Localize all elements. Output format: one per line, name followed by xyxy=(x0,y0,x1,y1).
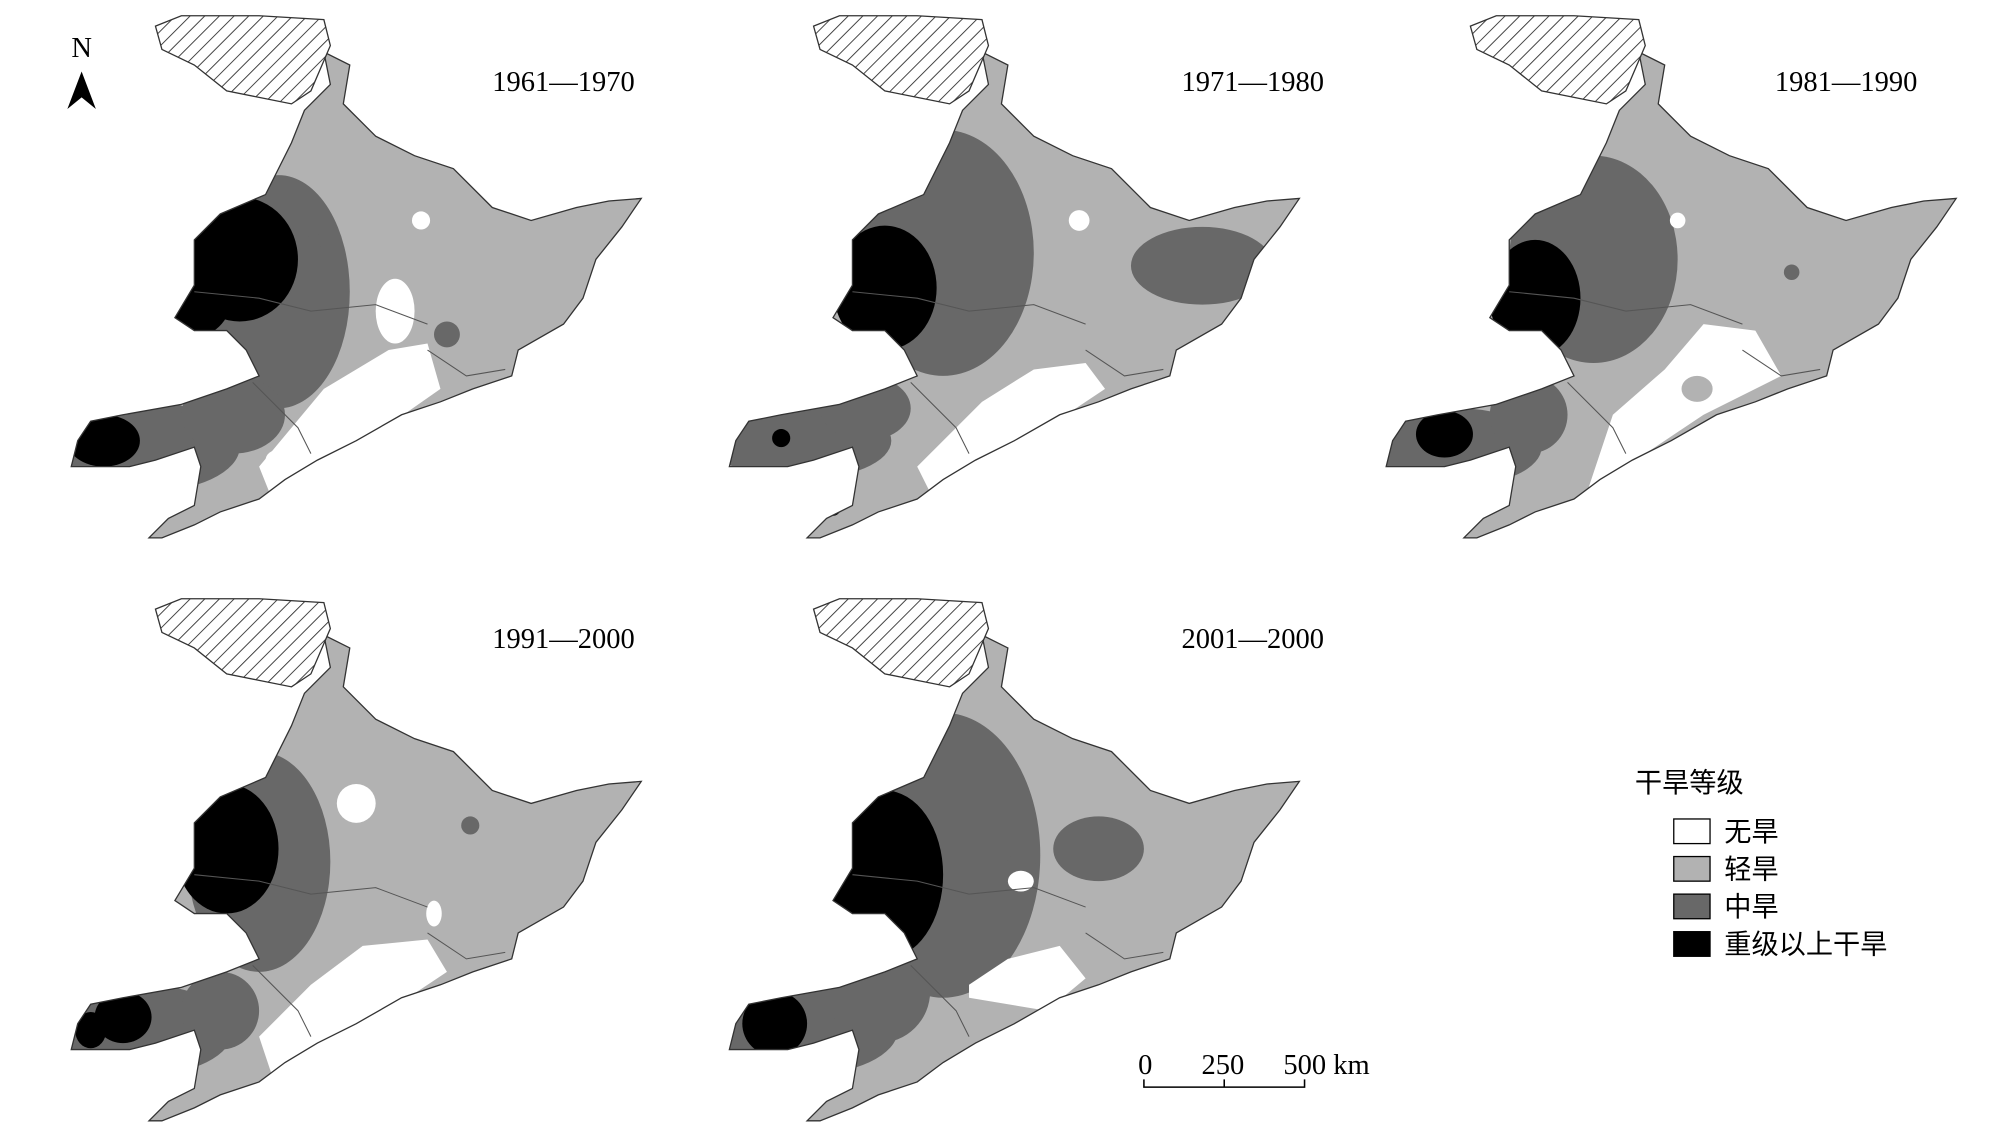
drought-zone xyxy=(411,211,431,230)
zone-base xyxy=(71,635,642,1121)
excluded-area xyxy=(1469,15,1646,105)
legend-label: 中旱 xyxy=(1724,892,1778,923)
drought-zone xyxy=(433,321,460,348)
province-border xyxy=(852,291,1164,454)
panel-label: 1991—2000 xyxy=(492,624,635,655)
north-arrow-icon xyxy=(67,71,96,110)
drought-zone xyxy=(259,939,447,1076)
panel-label: 2001—2000 xyxy=(1181,624,1324,655)
drought-zone xyxy=(265,449,292,471)
region-outline xyxy=(1385,50,1958,539)
drought-zone xyxy=(94,991,152,1044)
legend-swatch xyxy=(1673,818,1711,845)
legend-swatch xyxy=(1673,855,1711,882)
scale-line xyxy=(1143,1079,1306,1088)
drought-zone xyxy=(1068,210,1090,231)
drought-zone xyxy=(461,816,480,835)
drought-zone xyxy=(1489,375,1568,454)
province-border xyxy=(194,874,506,1037)
scale-label: 0 xyxy=(1138,1050,1152,1081)
north-label: N xyxy=(71,33,92,64)
province-border xyxy=(852,874,1164,1037)
drought-zone xyxy=(1586,324,1782,493)
drought-zone xyxy=(75,1011,107,1049)
drought-zone xyxy=(1681,375,1713,402)
legend-swatch xyxy=(1673,931,1711,957)
region-outline xyxy=(70,50,643,539)
province-border xyxy=(1509,291,1821,454)
drought-zone xyxy=(742,991,808,1057)
legend-swatch xyxy=(1673,893,1711,920)
panel-label: 1971—1980 xyxy=(1181,67,1324,98)
drought-zone xyxy=(307,233,323,249)
drought-zone xyxy=(917,362,1106,493)
excluded-area xyxy=(154,15,332,105)
panel-label: 1981—1990 xyxy=(1775,67,1918,98)
province-border xyxy=(194,291,506,454)
drought-zone xyxy=(1415,410,1473,458)
scale-bar: 0 250 500 km xyxy=(1138,1050,1370,1088)
drought-zone xyxy=(772,429,791,448)
drought-zone xyxy=(1489,239,1581,357)
drought-zones xyxy=(71,635,642,1121)
excluded-area xyxy=(154,598,332,688)
drought-zone xyxy=(181,375,286,454)
legend-title: 干旱等级 xyxy=(1635,768,1744,799)
map-panel xyxy=(70,598,643,1122)
drought-zone xyxy=(259,343,441,499)
drought-zone xyxy=(336,783,376,823)
legend-label: 无旱 xyxy=(1724,817,1778,848)
drought-zone xyxy=(832,225,937,351)
excluded-area xyxy=(812,15,990,105)
drought-zone xyxy=(1783,264,1800,281)
legend-label: 重级以上干旱 xyxy=(1724,930,1887,961)
drought-zone xyxy=(969,945,1086,1011)
scale-label: 500 km xyxy=(1283,1050,1369,1081)
drought-zone xyxy=(1053,816,1144,882)
region-outline xyxy=(728,50,1301,539)
drought-zone xyxy=(1669,212,1686,229)
drought-zone xyxy=(181,971,260,1050)
region-outline xyxy=(70,633,643,1122)
panel-label: 1961—1970 xyxy=(492,67,635,98)
excluded-area xyxy=(812,598,990,688)
drought-zone xyxy=(1498,208,1520,233)
drought-zone xyxy=(826,790,944,959)
region-outline xyxy=(728,633,1301,1122)
drought-zone xyxy=(375,278,415,344)
drought-zone xyxy=(820,375,911,441)
drought-zone xyxy=(1007,870,1034,892)
drought-zone xyxy=(426,900,442,927)
drought-zone xyxy=(1130,226,1274,305)
north-arrow: N xyxy=(67,33,96,110)
drought-zone xyxy=(825,500,841,516)
drought-zone xyxy=(221,846,240,865)
legend-label: 轻旱 xyxy=(1724,855,1778,886)
scale-label: 250 xyxy=(1202,1050,1245,1081)
